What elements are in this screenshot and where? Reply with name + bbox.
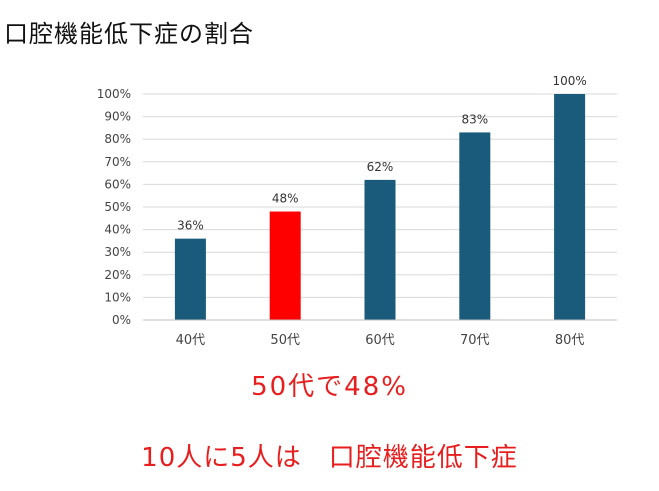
- data-label: 100%: [552, 74, 586, 88]
- headline-caption: 50代で48%: [251, 372, 408, 402]
- y-tick-label: 70%: [104, 155, 131, 169]
- bar-70代: [459, 132, 491, 320]
- bar-40代: [174, 238, 206, 320]
- bar-50代: [269, 211, 301, 320]
- y-tick-label: 10%: [104, 290, 131, 304]
- y-tick-label: 40%: [104, 223, 131, 237]
- page-title: 口腔機能低下症の割合: [4, 20, 254, 48]
- y-tick-label: 20%: [104, 268, 131, 282]
- bar-80代: [554, 94, 586, 320]
- x-category-label: 60代: [365, 333, 395, 348]
- x-category-label: 50代: [270, 333, 300, 348]
- bar-chart: 0% 10% 20% 30% 40% 50% 60% 70% 80% 90% 100% 36% 48%…: [97, 74, 617, 348]
- y-tick-label: 50%: [104, 200, 131, 214]
- y-tick-label: 60%: [104, 177, 131, 191]
- y-tick-label: 90%: [104, 110, 131, 124]
- data-label: 83%: [461, 112, 488, 126]
- summary-caption: 10人に5人は 口腔機能低下症: [141, 443, 518, 473]
- x-axis-category-labels: 40代 50代 60代 70代 80代: [176, 333, 585, 348]
- data-label: 62%: [367, 160, 394, 174]
- x-category-label: 70代: [460, 333, 490, 348]
- x-category-label: 40代: [176, 333, 206, 348]
- x-category-label: 80代: [555, 333, 585, 348]
- y-tick-label: 0%: [112, 313, 131, 327]
- bar-60代: [364, 179, 396, 320]
- data-label: 48%: [272, 192, 299, 206]
- bars: [174, 94, 586, 320]
- y-tick-label: 80%: [104, 132, 131, 146]
- y-tick-label: 100%: [97, 87, 131, 101]
- data-label: 36%: [177, 219, 204, 233]
- y-tick-label: 30%: [104, 245, 131, 259]
- data-labels: 36% 48% 62% 83% 100%: [177, 74, 587, 233]
- y-axis-tick-labels: 0% 10% 20% 30% 40% 50% 60% 70% 80% 90% 100%: [97, 87, 131, 327]
